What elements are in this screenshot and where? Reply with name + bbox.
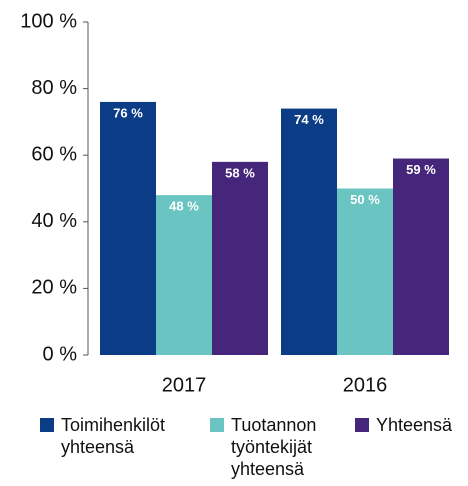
bar bbox=[337, 188, 393, 355]
y-tick-label: 100 % bbox=[20, 10, 77, 32]
legend-item: Toimihenkilöt yhteensä bbox=[40, 414, 201, 458]
y-tick-label: 0 % bbox=[43, 343, 78, 365]
bar bbox=[212, 161, 268, 355]
legend-label: Yhteensä bbox=[376, 415, 453, 435]
legend-swatch bbox=[355, 418, 369, 432]
bar bbox=[100, 101, 156, 355]
legend-item: Tuotannon työntekijät yhteensä bbox=[210, 414, 361, 480]
value-label: 58 % bbox=[225, 165, 255, 180]
value-label: 50 % bbox=[350, 192, 380, 207]
value-label: 59 % bbox=[406, 162, 436, 177]
x-tick-label: 2017 bbox=[162, 374, 207, 396]
legend-label: Tuotannon työntekijät yhteensä bbox=[231, 415, 317, 479]
y-tick-label: 40 % bbox=[31, 210, 77, 232]
x-tick-label: 2016 bbox=[343, 374, 388, 396]
bar bbox=[156, 195, 212, 355]
chart: 0 % 20 % 40 % 60 % 80 % 100 % 76 % 48 % 58 % 2017… bbox=[20, 10, 449, 396]
legend-swatch bbox=[210, 418, 224, 432]
bar bbox=[393, 158, 449, 355]
legend-item: Yhteensä bbox=[355, 414, 468, 436]
value-label: 48 % bbox=[169, 199, 199, 214]
y-tick-label: 20 % bbox=[31, 277, 77, 299]
legend-label: Toimihenkilöt yhteensä bbox=[61, 415, 166, 457]
value-label: 74 % bbox=[294, 112, 324, 127]
value-label: 76 % bbox=[113, 105, 143, 120]
bar bbox=[281, 108, 337, 355]
y-tick-label: 60 % bbox=[31, 143, 77, 165]
y-tick-label: 80 % bbox=[31, 77, 77, 99]
legend-swatch bbox=[40, 418, 54, 432]
